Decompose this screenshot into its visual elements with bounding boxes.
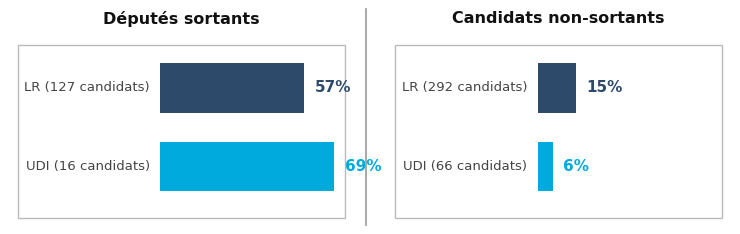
FancyBboxPatch shape [18, 45, 345, 218]
Text: 69%: 69% [345, 159, 381, 174]
Bar [161, 63, 304, 113]
Bar [538, 63, 576, 113]
Bar [538, 142, 553, 191]
Text: UDI (16 candidats): UDI (16 candidats) [26, 160, 150, 173]
Text: 6%: 6% [563, 159, 589, 174]
Text: UDI (66 candidats): UDI (66 candidats) [403, 160, 528, 173]
Text: Députés sortants: Députés sortants [103, 11, 260, 27]
Bar [161, 142, 334, 191]
Text: 57%: 57% [314, 80, 351, 95]
Text: Candidats non-sortants: Candidats non-sortants [452, 11, 665, 26]
Text: 15%: 15% [586, 80, 622, 95]
Text: LR (292 candidats): LR (292 candidats) [402, 81, 528, 94]
FancyBboxPatch shape [395, 45, 722, 218]
Text: LR (127 candidats): LR (127 candidats) [24, 81, 150, 94]
